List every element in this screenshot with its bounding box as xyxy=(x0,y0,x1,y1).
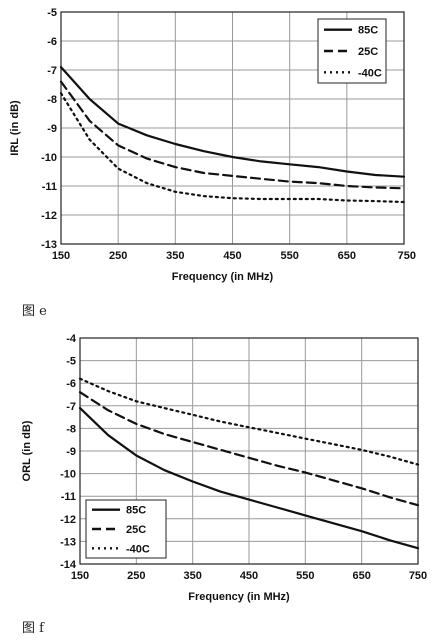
caption-figure-f: 图 f xyxy=(22,621,44,636)
x-axis-title: Frequency (in MHz) xyxy=(172,271,274,283)
x-tick-label: 150 xyxy=(52,250,70,262)
series-line-25C xyxy=(59,80,406,190)
series-line-85C xyxy=(59,65,406,178)
y-tick-label: -11 xyxy=(42,181,57,193)
legend-label-85C: 85C xyxy=(358,25,378,37)
x-axis-title: Frequency (in MHz) xyxy=(188,591,290,603)
y-tick-label: -7 xyxy=(66,401,76,413)
y-tick-label: -7 xyxy=(47,65,57,77)
x-tick-label: 450 xyxy=(240,570,258,582)
legend: 85C 25C -40C xyxy=(85,499,167,559)
x-tick-label: 650 xyxy=(352,570,370,582)
legend-label-85C: 85C xyxy=(126,505,146,517)
x-tick-label: 550 xyxy=(280,250,298,262)
x-tick-label: 750 xyxy=(409,570,427,582)
y-tick-label: -6 xyxy=(66,378,76,390)
series-line--40C xyxy=(78,377,420,466)
y-tick-label: -10 xyxy=(41,152,57,164)
y-axis-title: IRL (in dB) xyxy=(9,100,21,156)
y-tick-label: -10 xyxy=(60,469,76,481)
y-tick-label: -8 xyxy=(66,423,76,435)
x-tick-label: 650 xyxy=(338,250,356,262)
y-tick-label: -14 xyxy=(60,559,77,571)
legend-label--40C: -40C xyxy=(126,543,150,555)
series-line--40C xyxy=(59,92,406,204)
y-tick-label: -9 xyxy=(66,446,76,458)
y-tick-label: -12 xyxy=(60,514,76,526)
x-tick-label: 150 xyxy=(71,570,89,582)
y-tick-label: -9 xyxy=(47,123,57,135)
x-tick-label: 250 xyxy=(109,250,127,262)
y-tick-label: -5 xyxy=(47,7,57,19)
y-tick-label: -11 xyxy=(61,491,76,503)
x-tick-label: 250 xyxy=(127,570,145,582)
y-tick-label: -13 xyxy=(41,239,57,251)
y-tick-label: -13 xyxy=(60,536,76,548)
series-line-25C xyxy=(78,391,420,507)
x-tick-label: 550 xyxy=(296,570,314,582)
plot-frame xyxy=(60,11,405,245)
caption-figure-e: 图 e xyxy=(22,304,47,319)
legend: 85C 25C -40C xyxy=(317,18,387,84)
y-tick-label: -5 xyxy=(66,356,76,368)
y-tick-label: -4 xyxy=(66,333,77,345)
legend-label-25C: 25C xyxy=(358,46,378,58)
y-tick-label: -6 xyxy=(47,36,57,48)
plot-frame xyxy=(79,337,419,565)
y-tick-label: -12 xyxy=(41,210,57,222)
legend-label-25C: 25C xyxy=(126,524,146,536)
x-tick-label: 450 xyxy=(223,250,241,262)
x-tick-label: 350 xyxy=(183,570,201,582)
y-axis-title: ORL (in dB) xyxy=(21,420,33,481)
x-tick-label: 350 xyxy=(166,250,184,262)
series-line-85C xyxy=(78,407,420,550)
legend-label--40C: -40C xyxy=(358,67,382,79)
x-tick-label: 750 xyxy=(398,250,416,262)
y-tick-label: -8 xyxy=(47,94,57,106)
